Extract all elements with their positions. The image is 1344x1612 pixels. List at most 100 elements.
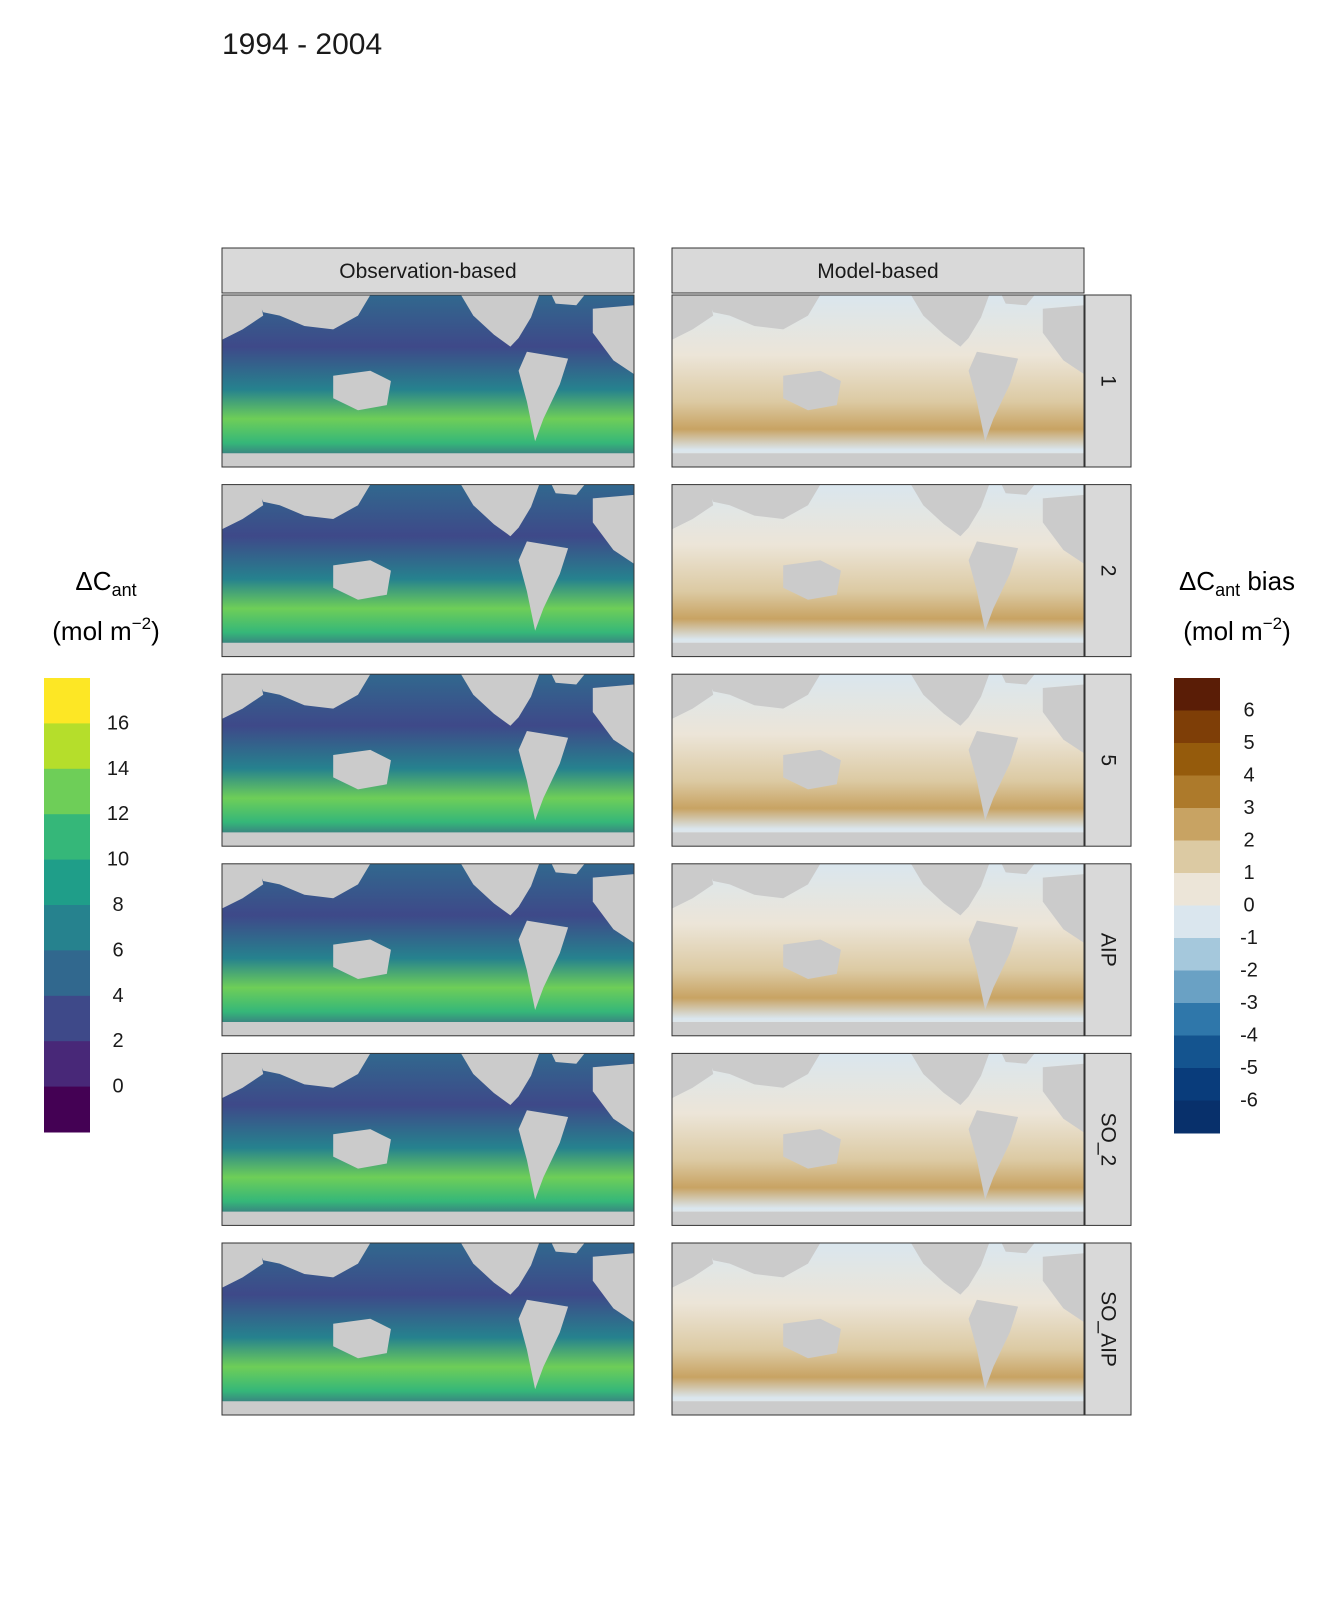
- map-field: [672, 863, 1084, 1036]
- land-mass: [551, 863, 585, 875]
- land-mass: [518, 731, 569, 821]
- land-mass: [333, 1129, 391, 1169]
- land-mass: [783, 1318, 841, 1359]
- panel-border: [221, 484, 635, 658]
- map-field: [222, 674, 634, 847]
- land-mass: [672, 1401, 1084, 1415]
- land-mass: [592, 305, 634, 375]
- legend-right-title-sub: ant: [1215, 580, 1240, 600]
- land-mass: [672, 453, 1084, 467]
- land-mass: [255, 1053, 371, 1088]
- land-mass: [783, 749, 841, 790]
- land-mass: [705, 484, 821, 519]
- colorbar-bin: [44, 723, 90, 770]
- land-mass: [222, 453, 634, 467]
- panel-border: [671, 673, 1085, 847]
- land-mass: [333, 370, 391, 411]
- row-strip-label: SO_2: [1097, 1113, 1120, 1167]
- land-mass: [911, 863, 990, 916]
- land-mass: [518, 541, 569, 631]
- land-mass: [968, 920, 1019, 1010]
- land-mass: [518, 1299, 569, 1390]
- land-mass: [705, 295, 821, 330]
- model-bias-map-panel: [671, 294, 1085, 468]
- land-mass: [1001, 295, 1035, 306]
- colorbar-tick-label: -3: [1240, 992, 1258, 1014]
- colorbar-tick-label: 4: [112, 985, 123, 1007]
- land-mass: [255, 1243, 371, 1278]
- column-strip: [671, 247, 1085, 294]
- observation-map-panel: [221, 1052, 635, 1226]
- land-mass: [1001, 1243, 1035, 1254]
- land-mass: [551, 1243, 585, 1254]
- colorbar-bin: [1174, 938, 1220, 971]
- land-mass: [672, 642, 1084, 657]
- row-strip-label: AIP: [1097, 933, 1120, 967]
- land-mass: [518, 920, 569, 1010]
- land-mass: [222, 674, 264, 719]
- land-mass: [592, 874, 634, 943]
- observation-map-panel: [221, 484, 635, 658]
- land-mass: [783, 1129, 841, 1169]
- land-mass: [551, 295, 585, 306]
- legend-left-colorbar: [44, 678, 90, 1133]
- model-bias-map-panel: [671, 863, 1085, 1037]
- colorbar-bin: [44, 1086, 90, 1133]
- land-mass: [672, 295, 714, 340]
- land-mass: [911, 1053, 990, 1105]
- land-mass: [592, 1253, 634, 1323]
- land-mass: [1042, 494, 1084, 564]
- row-strip: [1084, 294, 1132, 468]
- land-mass: [222, 1401, 634, 1415]
- land-mass: [968, 351, 1019, 442]
- row-strip: [1084, 1242, 1132, 1416]
- colorbar-bin: [44, 995, 90, 1042]
- legend-left-unit: (mol m−2): [52, 614, 160, 646]
- colorbar-bin: [1174, 1035, 1220, 1069]
- land-mass: [461, 674, 540, 726]
- land-mass: [518, 1110, 569, 1200]
- column-strip-label: Model-based: [817, 260, 938, 283]
- land-mass: [911, 1243, 990, 1295]
- colorbar-tick-label: 16: [107, 712, 129, 734]
- land-mass: [592, 684, 634, 754]
- land-mass: [672, 863, 714, 909]
- colorbar-bin: [44, 814, 90, 861]
- observation-map-panel: [221, 1242, 635, 1416]
- colorbar-tick-label: 2: [112, 1030, 123, 1052]
- land-mass: [461, 1243, 540, 1295]
- land-mass: [705, 1053, 821, 1088]
- land-mass: [222, 832, 634, 847]
- land-mass: [672, 1211, 1084, 1226]
- colorbar-tick-label: 10: [107, 849, 129, 871]
- row-strip: [1084, 863, 1132, 1037]
- model-bias-map-panel: [671, 1242, 1085, 1416]
- land-mass: [1001, 674, 1035, 685]
- row-strip-label: SO_AIP: [1097, 1291, 1120, 1367]
- land-mass: [1042, 305, 1084, 375]
- land-mass: [672, 832, 1084, 847]
- land-mass: [1042, 1253, 1084, 1323]
- land-mass: [911, 674, 990, 726]
- legend-left-unit-post: ): [151, 616, 160, 646]
- land-mass: [911, 484, 990, 537]
- land-mass: [968, 1110, 1019, 1200]
- land-mass: [222, 295, 264, 340]
- row-strip: [1084, 673, 1132, 847]
- colorbar-tick-label: 12: [107, 803, 129, 825]
- model-bias-map-panel: [671, 673, 1085, 847]
- colorbar-bin: [1174, 1068, 1220, 1101]
- colorbar-tick-label: 2: [1243, 830, 1254, 852]
- colorbar-bin: [1174, 1003, 1220, 1036]
- colorbar-tick-label: -1: [1240, 927, 1258, 949]
- panel-border: [221, 673, 635, 847]
- land-mass: [255, 295, 371, 330]
- observation-map-panel: [221, 863, 635, 1037]
- colorbar-bin: [44, 1041, 90, 1088]
- legend-right-unit-sup: −2: [1263, 614, 1282, 633]
- land-mass: [911, 295, 990, 347]
- legend-delta-cant-bias: ΔCant bias (mol m−2) 6 5 4 3 2 1 0 -1 -2 -3 -4 -5 -6: [1174, 566, 1295, 1134]
- legend-right-colorbar: [1174, 678, 1220, 1134]
- map-field: [222, 1243, 634, 1415]
- model-bias-map-panel: [671, 484, 1085, 658]
